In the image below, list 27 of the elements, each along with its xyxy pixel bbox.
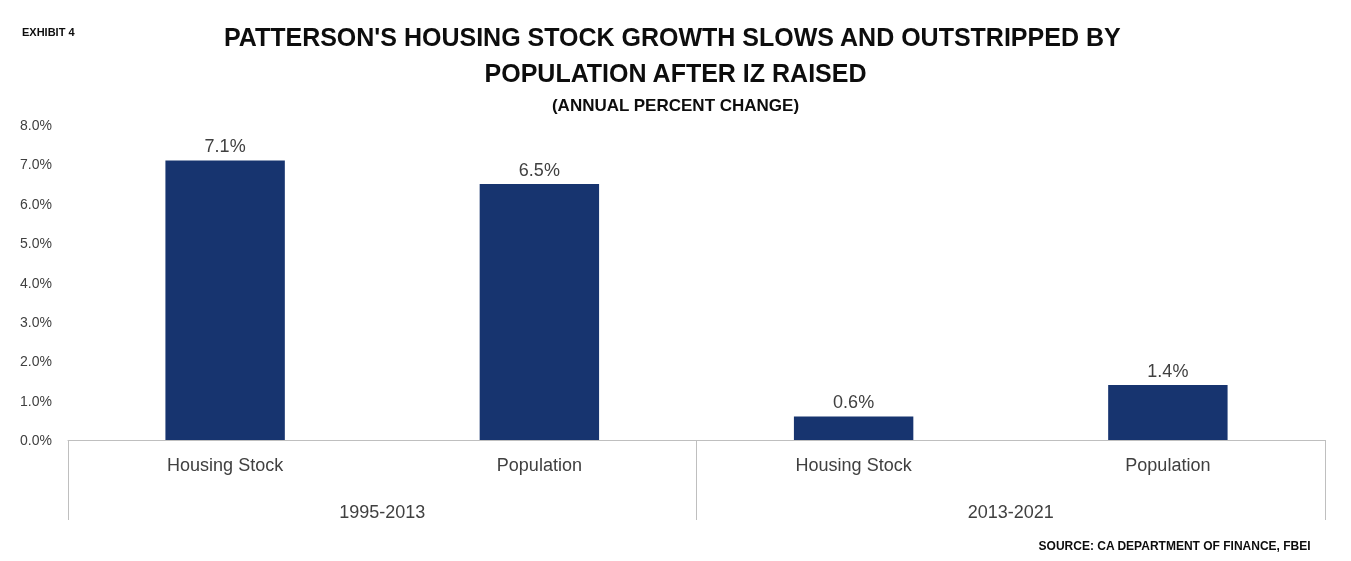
data-label: 1.4%	[1147, 360, 1189, 381]
data-label: 7.1%	[204, 136, 246, 157]
y-tick-label: 3.0%	[20, 313, 52, 330]
y-tick-label: 1.0%	[20, 392, 52, 409]
bar	[165, 160, 285, 440]
y-tick-label: 2.0%	[20, 353, 52, 370]
data-label: 6.5%	[518, 160, 560, 181]
bar	[1108, 384, 1228, 440]
x-tick-label: Population	[496, 455, 582, 475]
y-tick-label: 4.0%	[20, 274, 52, 291]
bar	[793, 416, 914, 440]
bar	[479, 184, 600, 440]
x-tick-label: Housing Stock	[795, 455, 913, 475]
chart-subtitle: (ANNUAL PERCENT CHANGE)	[551, 96, 800, 115]
chart-title: PATTERSON'S HOUSING STOCK GROWTH SLOWS AND OUTSTRIPPED BY POPULATION AFTER IZ RAISED	[223, 23, 1128, 87]
y-tick-label: 7.0%	[20, 156, 52, 173]
data-label: 0.6%	[833, 392, 875, 413]
text: 1995-2013	[339, 502, 426, 522]
y-tick-label: 8.0%	[20, 117, 52, 133]
y-tick-label: 5.0%	[20, 235, 52, 252]
x-tick-label: Housing Stock	[167, 455, 285, 475]
source-note: SOURCE: CA DEPARTMENT OF FINANCE, FBEI	[1038, 539, 1311, 553]
text: 2013-2021	[967, 502, 1054, 522]
y-tick-label: 6.0%	[20, 195, 52, 212]
y-tick-label: 0.0%	[20, 432, 52, 448]
text: EXHIBIT 4	[22, 25, 76, 38]
x-tick-label: Population	[1125, 455, 1211, 475]
